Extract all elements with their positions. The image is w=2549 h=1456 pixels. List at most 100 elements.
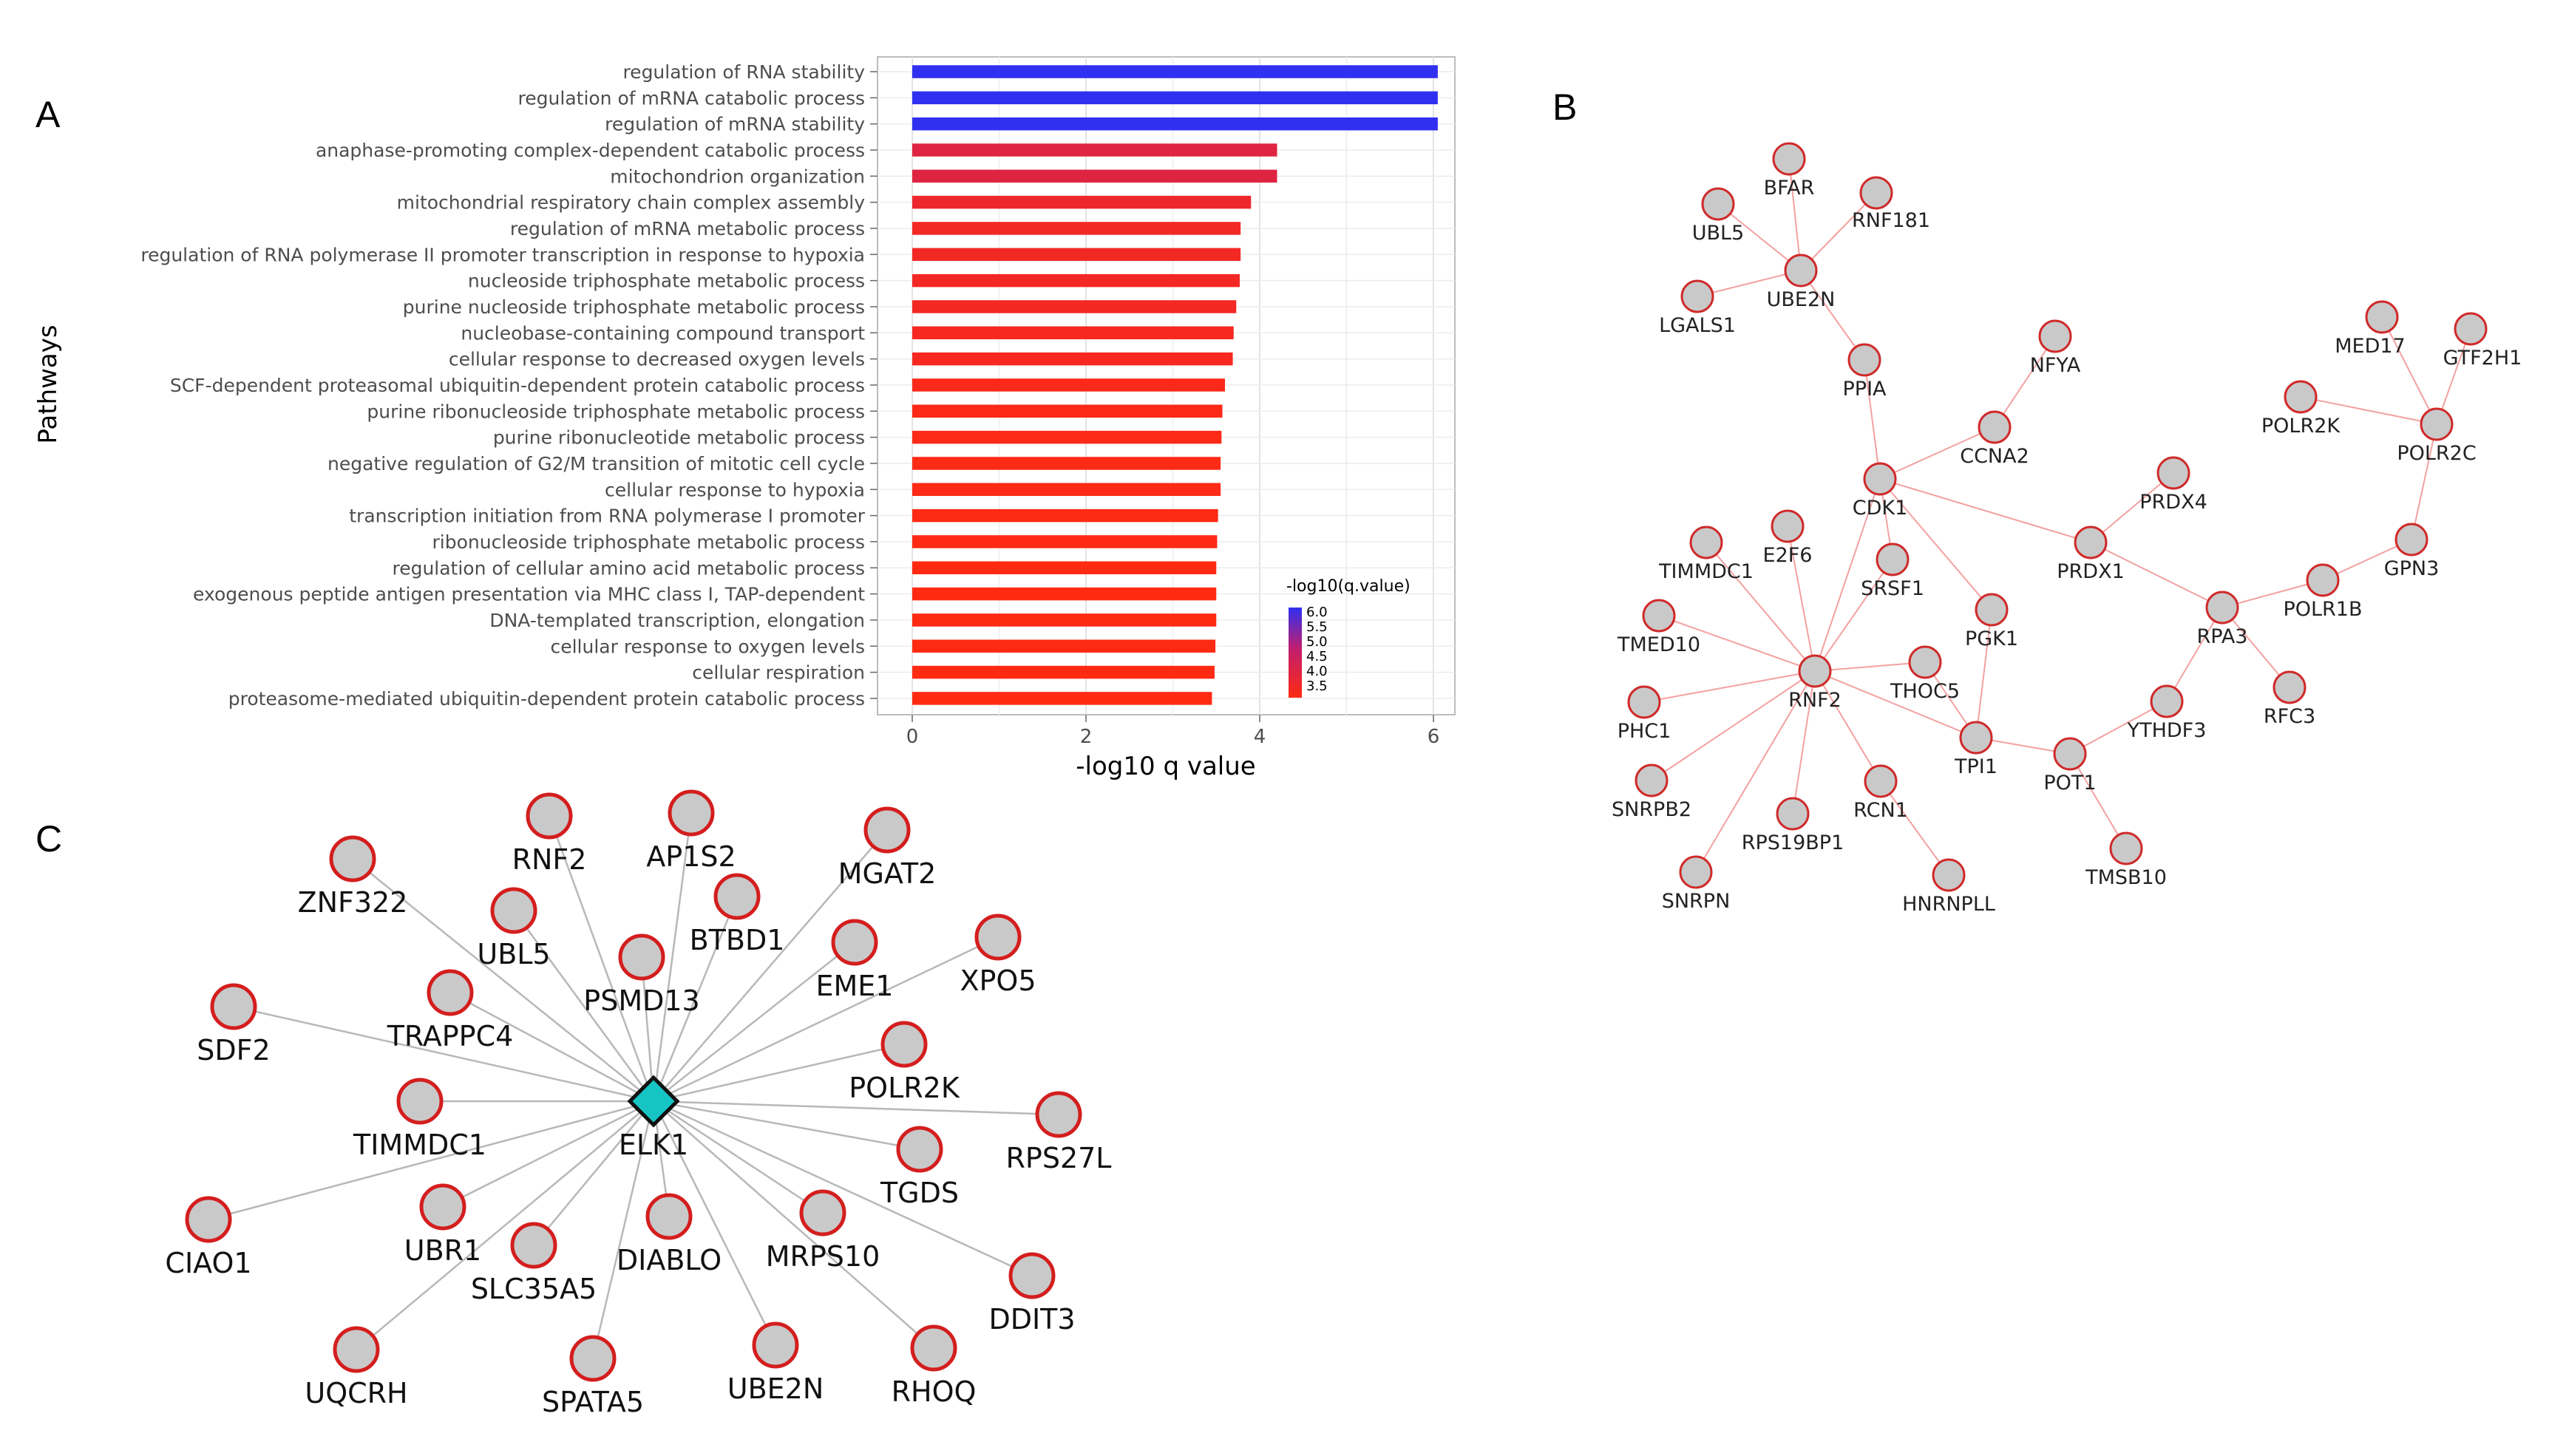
gene-node-slc35a5[interactable]: SLC35A5 — [471, 1222, 597, 1305]
category-label: mitochondrial respiratory chain complex … — [397, 192, 866, 214]
plot-a-bars — [912, 65, 1438, 705]
network-b-edge — [1814, 670, 1881, 782]
gene-node-rpa3[interactable]: RPA3 — [2197, 591, 2248, 648]
panel-c: C ZNF322 RNF2 AP1S2 MGAT2 UBL5 BTBD1 PSMD13 EME… — [35, 789, 1112, 1418]
gene-node-ube2n[interactable]: UBE2N — [1767, 254, 1836, 311]
gene-node-tpi1[interactable]: TPI1 — [1954, 721, 1998, 778]
gene-node-pgk1[interactable]: PGK1 — [1965, 593, 2018, 650]
gene-node-nfya[interactable]: NFYA — [2030, 319, 2081, 377]
gene-node-gpn3[interactable]: GPN3 — [2384, 523, 2440, 580]
gene-node-diablo[interactable]: DIABLO — [617, 1193, 722, 1276]
gene-node-ubl5[interactable]: UBL5 — [1692, 187, 1745, 245]
category-label: exogenous peptide antigen presentation v… — [193, 584, 865, 605]
network-b-edge — [1879, 478, 2091, 543]
gene-node-rcn1[interactable]: RCN1 — [1853, 764, 1908, 822]
gene-node-ubl5[interactable]: UBL5 — [477, 887, 551, 970]
node-circle — [645, 1193, 693, 1240]
gene-node-rps27l[interactable]: RPS27L — [1006, 1091, 1112, 1174]
bar — [912, 326, 1234, 340]
gene-node-rps19bp1[interactable]: RPS19BP1 — [1742, 797, 1844, 854]
gene-node-ppia[interactable]: PPIA — [1843, 343, 1887, 401]
gene-node-psmd13[interactable]: PSMD13 — [583, 933, 700, 1017]
node-label: MGAT2 — [838, 857, 937, 890]
gene-node-rnf2[interactable]: RNF2 — [512, 792, 587, 876]
network-c-edge — [653, 942, 855, 1102]
gene-node-hnrnpll[interactable]: HNRNPLL — [1902, 858, 1995, 916]
node-label: NFYA — [2030, 354, 2081, 377]
gene-node-gtf2h1[interactable]: GTF2H1 — [2443, 312, 2522, 370]
gene-node-ythdf3[interactable]: YTHDF3 — [2127, 684, 2207, 742]
gene-node-sdf2[interactable]: SDF2 — [197, 983, 271, 1067]
gene-node-cdk1[interactable]: CDK1 — [1853, 462, 1908, 520]
network-c-edge — [548, 815, 655, 1102]
network-b-edge — [1879, 426, 1995, 480]
node-label: PSMD13 — [583, 984, 699, 1017]
gene-node-e2f6[interactable]: E2F6 — [1763, 509, 1813, 567]
gene-node-rfc3[interactable]: RFC3 — [2264, 670, 2315, 728]
gene-node-btbd1[interactable]: BTBD1 — [690, 873, 785, 956]
gene-node-phc1[interactable]: PHC1 — [1618, 685, 1671, 743]
gene-node-med17[interactable]: MED17 — [2335, 300, 2406, 358]
bar — [912, 248, 1241, 262]
x-tick-label: 2 — [1080, 726, 1093, 748]
gene-node-rnf181[interactable]: RNF181 — [1852, 176, 1930, 232]
category-label: mitochondrion organization — [610, 166, 865, 187]
node-circle — [1978, 410, 2012, 444]
gene-node-lgals1[interactable]: LGALS1 — [1659, 279, 1736, 337]
gene-node-xpo5[interactable]: XPO5 — [960, 914, 1036, 997]
gene-node-prdx1[interactable]: PRDX1 — [2057, 525, 2125, 583]
bar — [912, 195, 1252, 209]
gene-node-ubr1[interactable]: UBR1 — [404, 1183, 481, 1267]
gene-node-timmdc1[interactable]: TIMMDC1 — [1658, 525, 1754, 583]
gene-node-ube2n[interactable]: UBE2N — [727, 1321, 824, 1405]
bar — [912, 561, 1217, 575]
gene-node-tgds[interactable]: TGDS — [880, 1126, 959, 1209]
legend-tick-label: 6.0 — [1306, 605, 1328, 620]
node-circle — [1959, 721, 1993, 755]
node-circle — [427, 969, 474, 1016]
gene-node-timmdc1[interactable]: TIMMDC1 — [353, 1078, 486, 1161]
network-c-edge — [653, 1100, 1033, 1277]
gene-node-pot1[interactable]: POT1 — [2043, 737, 2097, 795]
gene-node-polr1b[interactable]: POLR1B — [2283, 563, 2363, 621]
node-label: GPN3 — [2384, 557, 2440, 580]
network-b-edge — [1717, 203, 1802, 271]
category-label: regulation of RNA polymerase II promoter… — [140, 244, 865, 265]
gene-node-snrpn[interactable]: SNRPN — [1662, 855, 1731, 913]
network-c-edge — [233, 1005, 654, 1103]
bar — [912, 639, 1216, 653]
x-tick-label: 0 — [906, 726, 919, 748]
gene-node-prdx4[interactable]: PRDX4 — [2139, 456, 2207, 514]
gene-node-rhoq[interactable]: RHOQ — [892, 1324, 977, 1408]
gene-node-uqcrh[interactable]: UQCRH — [305, 1326, 408, 1409]
gene-node-trappc4[interactable]: TRAPPC4 — [387, 969, 514, 1052]
legend-colorbar — [1289, 608, 1302, 698]
panel-a: A regulation of RNA stabilityregulation … — [33, 56, 1456, 781]
hub-node-elk1[interactable]: ELK1 — [619, 1075, 688, 1161]
gene-node-polr2k[interactable]: POLR2K — [849, 1021, 960, 1104]
hub-diamond — [627, 1075, 680, 1128]
gene-node-tmsb10[interactable]: TMSB10 — [2085, 831, 2167, 889]
gene-node-ciao1[interactable]: CIAO1 — [165, 1196, 252, 1279]
gene-node-snrpb2[interactable]: SNRPB2 — [1612, 763, 1691, 821]
node-label: UBL5 — [1692, 222, 1745, 245]
gene-node-ccna2[interactable]: CCNA2 — [1960, 410, 2029, 468]
gene-node-spata5[interactable]: SPATA5 — [542, 1335, 644, 1418]
gene-node-ddit3[interactable]: DDIT3 — [988, 1252, 1076, 1336]
gene-node-ap1s2[interactable]: AP1S2 — [646, 789, 736, 873]
gene-node-bfar[interactable]: BFAR — [1764, 142, 1815, 200]
gene-node-mgat2[interactable]: MGAT2 — [838, 806, 937, 890]
gene-node-polr2k[interactable]: POLR2K — [2261, 380, 2341, 438]
node-label: CIAO1 — [165, 1247, 251, 1279]
gene-node-thoc5[interactable]: THOC5 — [1890, 645, 1960, 703]
gene-node-mrps10[interactable]: MRPS10 — [766, 1189, 880, 1273]
node-circle — [1771, 509, 1805, 543]
gene-node-tmed10[interactable]: TMED10 — [1617, 599, 1700, 656]
legend-tick-label: 4.5 — [1306, 649, 1328, 664]
gene-node-rnf2[interactable]: RNF2 — [1788, 654, 1842, 712]
gene-node-polr2c[interactable]: POLR2C — [2397, 407, 2477, 465]
gene-node-eme1[interactable]: EME1 — [816, 919, 894, 1002]
node-circle — [2205, 591, 2239, 625]
gene-node-srsf1[interactable]: SRSF1 — [1861, 542, 1924, 600]
gene-node-znf322[interactable]: ZNF322 — [298, 835, 408, 919]
